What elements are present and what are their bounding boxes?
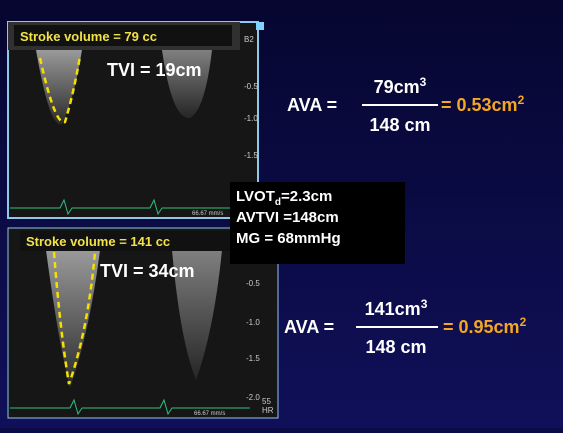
result: = 0.95cm2: [443, 315, 527, 337]
sweep-speed: 66.67 mm/s: [194, 411, 225, 417]
numerator: 141cm3: [365, 297, 428, 319]
marker: [256, 22, 264, 30]
lvot-value: =2.3cm: [281, 188, 332, 205]
sweep-speed: 66.67 mm/s: [192, 211, 223, 217]
lvot-text: LVOT: [236, 188, 275, 205]
top-doppler: Stroke volume = 79 cc TVI = 19cm B2 -0.5…: [8, 22, 264, 218]
tvi: TVI = 19cm: [107, 60, 202, 80]
slide: Stroke volume = 79 cc TVI = 19cm B2 -0.5…: [0, 0, 563, 428]
hr-value: 55: [262, 397, 271, 406]
denominator: 148 cm: [365, 337, 426, 357]
numerator-sup: 3: [421, 297, 428, 311]
stroke-volume: Stroke volume = 79 cc: [20, 29, 157, 44]
hr-label: HR: [262, 406, 274, 415]
formula-lhs: AVA =: [287, 95, 337, 115]
result-text: = 0.95cm: [443, 317, 520, 337]
formula-lhs: AVA =: [284, 317, 334, 337]
numerator: 79cm3: [374, 75, 427, 97]
numerator-text: 79cm: [374, 77, 420, 97]
result-text: = 0.53cm: [441, 95, 518, 115]
numerator-sup: 3: [420, 75, 427, 89]
mg: MG = 68mmHg: [236, 230, 341, 247]
avtvi: AVTVI =148cm: [236, 209, 339, 226]
scale-tick: -2.0: [246, 393, 260, 402]
denominator: 148 cm: [369, 115, 430, 135]
scale-tick: -1.0: [244, 114, 258, 123]
stroke-volume: Stroke volume = 141 cc: [26, 234, 170, 249]
result-sup: 2: [520, 315, 527, 329]
scale-tick: -1.5: [244, 151, 258, 160]
scale-tick: -0.5: [246, 279, 260, 288]
numerator-text: 141cm: [365, 299, 421, 319]
scale-tick: -0.5: [244, 82, 258, 91]
tvi: TVI = 34cm: [100, 261, 195, 281]
result: = 0.53cm2: [441, 93, 525, 115]
scale-label: B2: [244, 35, 254, 44]
page: Stroke volume = 79 cc TVI = 19cm B2 -0.5…: [0, 0, 563, 428]
scale-tick: -1.5: [246, 354, 260, 363]
scale-tick: -1.0: [246, 318, 260, 327]
result-sup: 2: [518, 93, 525, 107]
